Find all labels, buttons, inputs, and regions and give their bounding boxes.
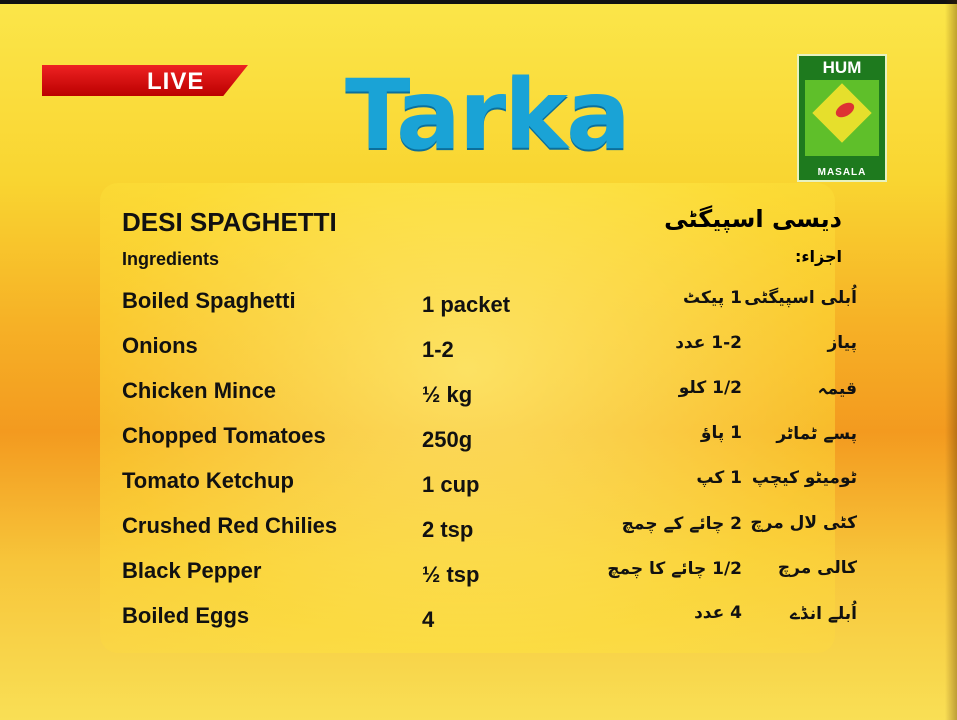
ingredient-name: Chopped Tomatoes bbox=[122, 423, 326, 448]
ingredient-qty-urdu: 1/2 کلو bbox=[678, 378, 742, 398]
ingredient-name: Tomato Ketchup bbox=[122, 468, 294, 493]
ingredient-row: Tomato Ketchup 1 cup ٹومیٹو کیچپ 1 کپ bbox=[122, 468, 857, 498]
show-logo: Tarka bbox=[345, 59, 631, 171]
ingredient-qty-urdu: 1-2 عدد bbox=[675, 333, 742, 353]
ingredients-label-urdu: اجزاء: bbox=[794, 247, 842, 266]
ingredient-qty: 1-2 bbox=[422, 337, 454, 362]
show-logo-text: Tarka bbox=[345, 59, 631, 171]
ingredient-row: Chicken Mince ½ kg قیمہ 1/2 کلو bbox=[122, 378, 857, 408]
ingredient-row: Crushed Red Chilies 2 tsp کٹی لال مرچ 2 … bbox=[122, 513, 857, 543]
ingredient-name: Boiled Eggs bbox=[122, 603, 250, 628]
ingredient-qty: 250g bbox=[422, 427, 473, 452]
ingredient-qty: ½ tsp bbox=[422, 562, 480, 587]
right-edge bbox=[945, 0, 957, 720]
live-label: LIVE bbox=[147, 68, 205, 95]
ingredient-qty-urdu: 1 پیکٹ bbox=[683, 288, 742, 308]
ingredient-name: Onions bbox=[122, 333, 198, 358]
ingredient-qty: ½ kg bbox=[422, 382, 473, 407]
ingredient-name: Crushed Red Chilies bbox=[122, 513, 338, 538]
ingredients-label: Ingredients bbox=[122, 249, 220, 269]
ingredient-qty: 4 bbox=[422, 607, 435, 632]
ingredient-qty-urdu: 1/2 چائے کا چمچ bbox=[607, 559, 742, 579]
ingredient-name-urdu: ٹومیٹو کیچپ bbox=[751, 468, 857, 488]
ingredient-name-urdu: پیاز bbox=[827, 333, 858, 353]
top-border bbox=[0, 0, 957, 4]
ingredient-qty-urdu: 1 کپ bbox=[696, 468, 742, 488]
ingredient-name: Black Pepper bbox=[122, 558, 262, 583]
ingredient-qty-urdu: 1 پاؤ bbox=[700, 423, 742, 443]
ingredient-qty-urdu: 4 عدد bbox=[694, 603, 742, 623]
ingredient-row: Chopped Tomatoes 250g پسے ٹماٹر 1 پاؤ bbox=[122, 423, 857, 453]
ingredient-row: Black Pepper ½ tsp کالی مرچ 1/2 چائے کا … bbox=[122, 558, 857, 588]
channel-logo-bottom: MASALA bbox=[817, 167, 867, 178]
ingredient-qty-urdu: 2 چائے کے چمچ bbox=[621, 514, 742, 534]
ingredient-qty: 2 tsp bbox=[422, 517, 474, 542]
recipe-title-urdu: دیسی اسپیگٹی bbox=[664, 205, 842, 233]
ingredient-name-urdu: اُبلے انڈے bbox=[789, 604, 857, 624]
ingredient-row: Boiled Eggs 4 اُبلے انڈے 4 عدد bbox=[122, 603, 857, 633]
live-badge: LIVE bbox=[42, 65, 248, 96]
ingredient-qty: 1 cup bbox=[422, 472, 480, 497]
ingredient-qty: 1 packet bbox=[422, 292, 511, 317]
ingredient-name: Chicken Mince bbox=[122, 378, 277, 403]
channel-logo-top: HUM bbox=[822, 58, 862, 77]
ingredient-name-urdu: کالی مرچ bbox=[777, 558, 857, 578]
ingredient-name-urdu: کٹی لال مرچ bbox=[750, 513, 857, 533]
ingredient-name-urdu: پسے ٹماٹر bbox=[776, 424, 857, 444]
channel-logo: HUM MASALA bbox=[797, 54, 887, 182]
ingredient-name-urdu: اُبلی اسپیگٹی bbox=[744, 288, 857, 308]
recipe-title: DESI SPAGHETTI bbox=[122, 207, 337, 237]
ingredient-name-urdu: قیمہ bbox=[817, 379, 857, 399]
ingredient-name: Boiled Spaghetti bbox=[122, 288, 296, 313]
ingredient-row: Boiled Spaghetti 1 packet اُبلی اسپیگٹی … bbox=[122, 288, 857, 318]
recipe-panel bbox=[100, 183, 835, 653]
ingredient-row: Onions 1-2 پیاز 1-2 عدد bbox=[122, 333, 857, 363]
